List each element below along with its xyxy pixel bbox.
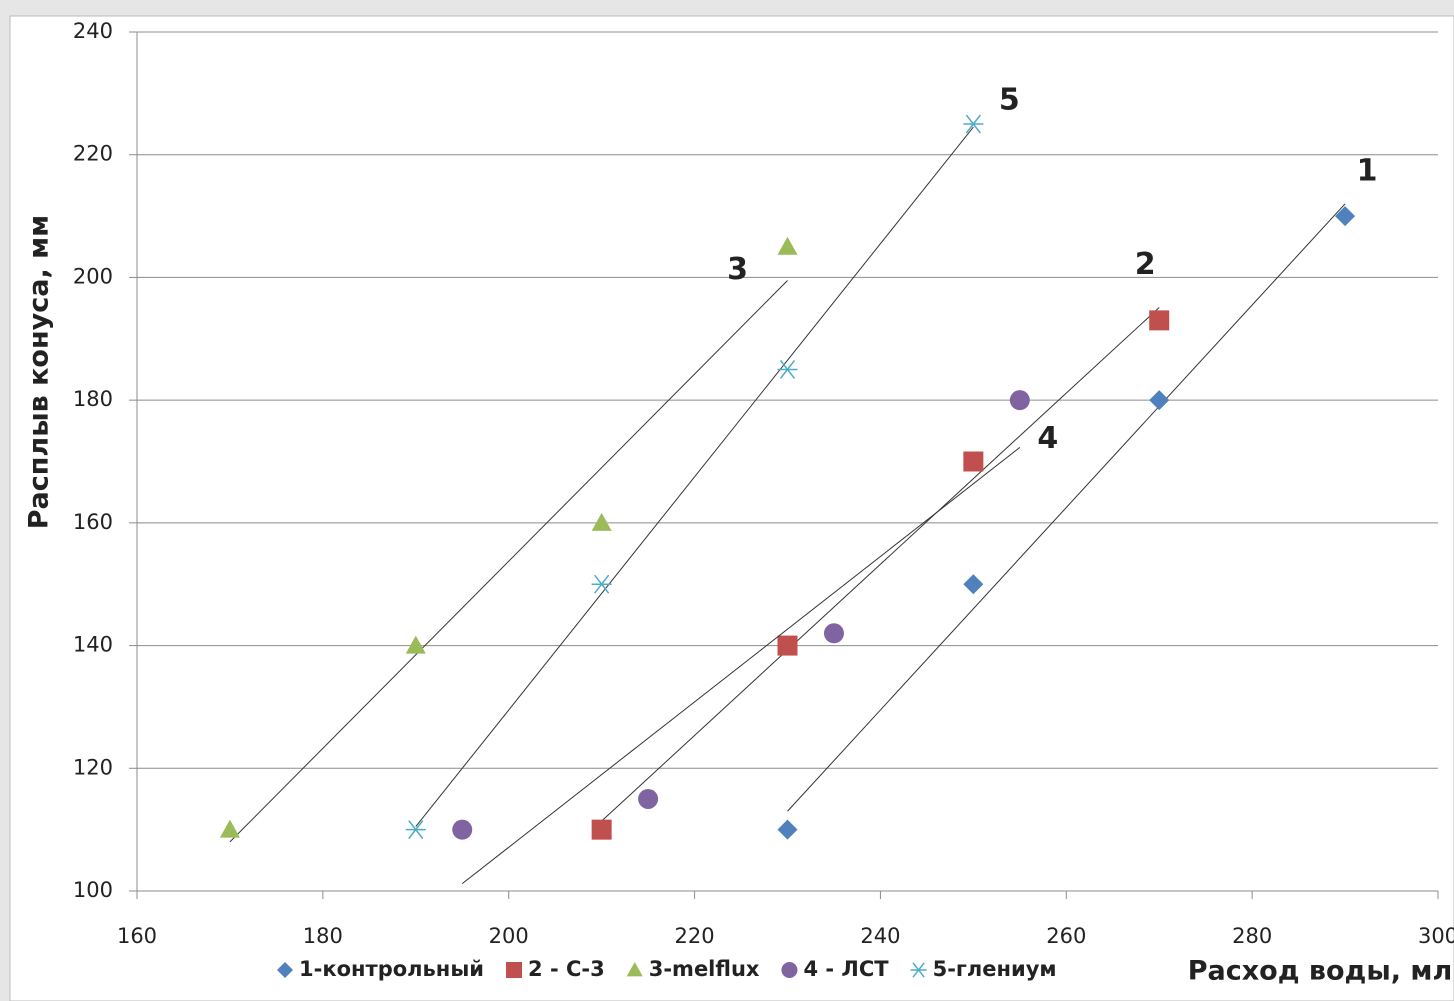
x-tick-label: 200: [489, 924, 529, 948]
legend-marker: [910, 962, 927, 978]
marker: [963, 451, 984, 472]
y-tick-label: 160: [73, 510, 113, 534]
trend-line: [415, 126, 974, 827]
legend-marker: [626, 962, 643, 977]
x-tick-label: 160: [117, 924, 157, 948]
x-tick-label: 260: [1046, 924, 1086, 948]
annotation: 2: [1135, 247, 1156, 282]
marker: [777, 236, 798, 255]
marker: [591, 574, 612, 594]
legend-marker: [506, 962, 523, 978]
marker: [591, 819, 612, 840]
annotation: 1: [1357, 153, 1378, 188]
marker: [963, 574, 984, 595]
y-tick-label: 180: [73, 387, 113, 411]
marker: [1149, 310, 1170, 331]
legend-marker: [781, 962, 798, 978]
annotation: 5: [999, 83, 1020, 118]
y-tick-label: 220: [73, 142, 113, 166]
y-tick-label: 240: [73, 19, 113, 43]
legend-label: 3-melflux: [649, 957, 760, 981]
marker: [591, 512, 612, 531]
trend-line: [461, 446, 1021, 885]
y-axis-title: Расплыв конуса, мм: [24, 215, 55, 530]
x-tick-label: 300: [1418, 924, 1454, 948]
marker: [638, 788, 659, 809]
y-tick-label: 140: [73, 633, 113, 657]
legend-label: 5-глениум: [933, 957, 1057, 981]
marker: [405, 635, 426, 654]
trend-line: [229, 280, 788, 843]
marker: [219, 819, 240, 838]
marker: [963, 114, 984, 134]
annotation: 3: [727, 252, 748, 287]
x-tick-label: 240: [860, 924, 900, 948]
marker: [1335, 206, 1356, 227]
legend-label: 4 - ЛСТ: [803, 957, 889, 981]
marker: [777, 819, 798, 840]
x-tick-label: 280: [1232, 924, 1272, 948]
trend-line: [601, 307, 1160, 822]
marker: [452, 819, 473, 840]
trend-line: [787, 203, 1346, 812]
marker: [823, 623, 844, 644]
x-tick-label: 180: [303, 924, 343, 948]
legend-label: 2 - С-3: [528, 957, 605, 981]
legend-label: 1-контрольный: [299, 957, 484, 981]
y-tick-label: 200: [73, 264, 113, 288]
y-tick-label: 120: [73, 755, 113, 779]
marker: [1009, 390, 1030, 411]
legend-marker: [277, 962, 293, 978]
marker: [405, 820, 426, 840]
x-tick-label: 220: [675, 924, 715, 948]
chart-area: [9, 15, 1454, 1001]
marker: [777, 635, 798, 656]
y-tick-label: 100: [73, 878, 113, 902]
marker: [1149, 390, 1170, 411]
annotation: 4: [1037, 421, 1058, 456]
x-axis-title: Расход воды, мл: [1188, 956, 1453, 987]
marker: [777, 360, 798, 379]
